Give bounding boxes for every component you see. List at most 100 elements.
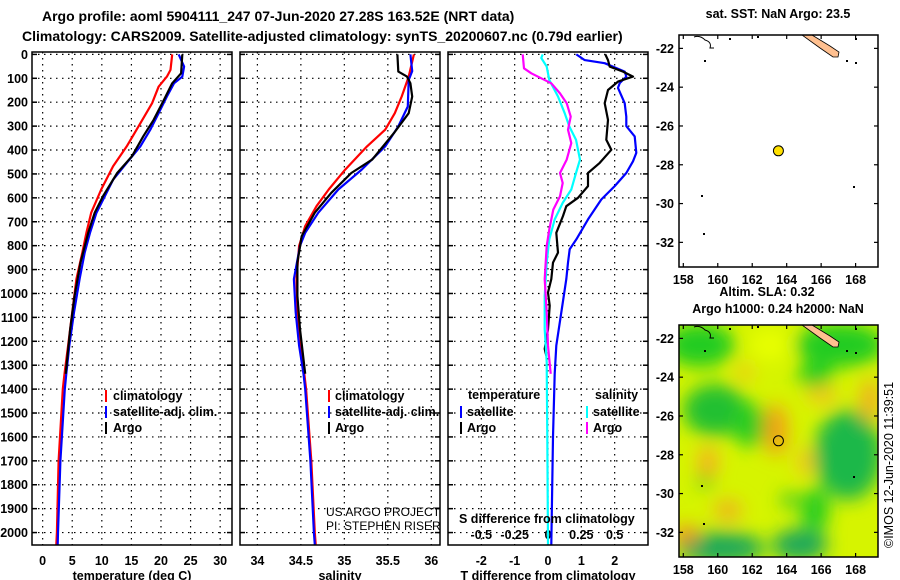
- lon-tick-label: 160: [707, 273, 728, 287]
- lat-tick-label: -24: [656, 371, 674, 385]
- island: [729, 38, 731, 40]
- argo-position-marker: [772, 145, 784, 157]
- sla-anomaly-patch: [772, 529, 828, 557]
- y-tick-label: 1100: [1, 311, 28, 325]
- y-tick-label: 1900: [0, 502, 28, 516]
- island: [846, 350, 848, 352]
- legend-label: Argo: [113, 421, 143, 435]
- x-tick-label: 34: [250, 554, 264, 568]
- sla-anomaly-patch: [714, 500, 742, 520]
- series-line-salinity-satellite: [540, 54, 582, 545]
- title-line-1: Argo profile: aoml 5904111_247 07-Jun-20…: [42, 8, 514, 24]
- series-line-argo: [296, 54, 414, 374]
- x-axis-label: T difference from climatology: [460, 569, 635, 580]
- lat-tick-label: -32: [656, 526, 674, 540]
- series-line-salinity-argo: [521, 54, 573, 374]
- island: [704, 60, 706, 62]
- island: [846, 60, 848, 62]
- x-axis-label: temperature (deg C): [73, 569, 192, 580]
- y-tick-label: 1700: [0, 454, 28, 468]
- lon-tick-label: 162: [742, 273, 763, 287]
- map-frame: [678, 34, 879, 268]
- legend-title-temperature: temperature: [468, 388, 540, 402]
- difference-legend: temperature salinity satellite Argo sate…: [459, 388, 640, 526]
- y-tick-label: 600: [7, 191, 28, 205]
- legend-swatch-climatology: [328, 390, 330, 402]
- sla-map: -22 -24 -26 -28 -30 -32 158 160 162 164 166 168: [656, 324, 879, 577]
- legend-label: satellite-adj. clim.: [113, 405, 217, 419]
- s-tick-label: -0.5: [471, 528, 493, 542]
- legend-label: climatology: [335, 389, 405, 403]
- island: [853, 476, 855, 478]
- lon-tick-label: 166: [811, 273, 832, 287]
- legend-label: Argo: [593, 421, 623, 435]
- y-tick-label: 900: [7, 263, 28, 277]
- x-tick-label: 15: [124, 554, 138, 568]
- legend-swatch-climatology: [105, 390, 107, 402]
- island: [703, 233, 705, 235]
- lon-tick-label: 158: [673, 563, 694, 577]
- salinity-legend: climatology satellite-adj. clim. Argo US…: [326, 389, 440, 533]
- lon-tick-label: 164: [776, 273, 797, 287]
- legend-swatch-argo: [328, 422, 330, 434]
- y-tick-label: 800: [7, 239, 28, 253]
- island: [703, 523, 705, 525]
- lat-tick-label: -26: [656, 409, 674, 423]
- y-tick-label: 1300: [0, 359, 28, 373]
- island: [757, 326, 759, 328]
- s-tick-label: 0.5: [606, 528, 623, 542]
- x-tick-label: 0: [545, 554, 552, 568]
- x-tick-label: 34.5: [289, 554, 313, 568]
- lon-tick-label: 168: [845, 273, 866, 287]
- legend-swatch-satellite: [328, 406, 330, 418]
- series-line-argo: [64, 54, 184, 374]
- legend-label: Argo: [467, 421, 497, 435]
- salinity-panel: 34 34.5 35 35.5 36 salinity: [239, 51, 441, 580]
- s-axis-title: S difference from climatology: [459, 512, 635, 526]
- y-tick-label: 400: [7, 144, 28, 158]
- plot-frame: [239, 51, 441, 546]
- x-tick-label: 35.5: [376, 554, 400, 568]
- sla-anomaly-patch: [737, 364, 753, 380]
- difference-panel: -2 -1 0 1 2T difference from climatology -0.5…: [447, 51, 649, 580]
- salinity-series: [292, 54, 415, 545]
- x-tick-label: 10: [95, 554, 109, 568]
- y-tick-label: 500: [7, 167, 28, 181]
- plot-frame: [31, 51, 233, 546]
- plot-frame: [447, 51, 649, 546]
- y-tick-label: 1500: [0, 407, 28, 421]
- coastline: [693, 325, 714, 339]
- lon-tick-label: 168: [845, 563, 866, 577]
- sla-field: [679, 325, 878, 557]
- x-tick-label: 5: [69, 554, 76, 568]
- argo-position-marker: [772, 435, 784, 447]
- lat-tick-label: -28: [656, 158, 674, 172]
- island: [853, 186, 855, 188]
- lon-tick-label: 158: [673, 273, 694, 287]
- lat-tick-label: -26: [656, 119, 674, 133]
- y-tick-label: 1800: [0, 478, 28, 492]
- island: [701, 195, 703, 197]
- temperature-legend: climatology satellite-adj. clim. Argo: [105, 389, 217, 435]
- y-tick-label: 100: [7, 72, 28, 86]
- sst-map: -22 -24 -26 -28 -30 -32 158 160 162 164 166 168: [656, 34, 879, 287]
- series-line-satellite-adj-clim-: [56, 53, 186, 545]
- island: [757, 36, 759, 38]
- legend-swatch-t-satellite: [460, 406, 462, 418]
- x-tick-label: 30: [213, 554, 227, 568]
- y-tick-label: 1600: [0, 430, 28, 444]
- imos-credit: ©IMOS 12-Jun-2020 11:39:51: [882, 382, 896, 548]
- legend-label: satellite: [467, 405, 514, 419]
- lon-tick-label: 162: [742, 563, 763, 577]
- lon-tick-label: 164: [776, 563, 797, 577]
- legend-label: climatology: [113, 389, 183, 403]
- x-tick-label: -2: [476, 554, 487, 568]
- y-tick-label: 700: [7, 215, 28, 229]
- legend-label: Argo: [335, 421, 365, 435]
- y-tick-label: 0: [21, 48, 28, 62]
- series-line-temperature-argo: [543, 53, 635, 356]
- sla-anomaly-patch: [814, 410, 878, 500]
- lat-tick-label: -28: [656, 448, 674, 462]
- legend-swatch-t-argo: [460, 422, 462, 434]
